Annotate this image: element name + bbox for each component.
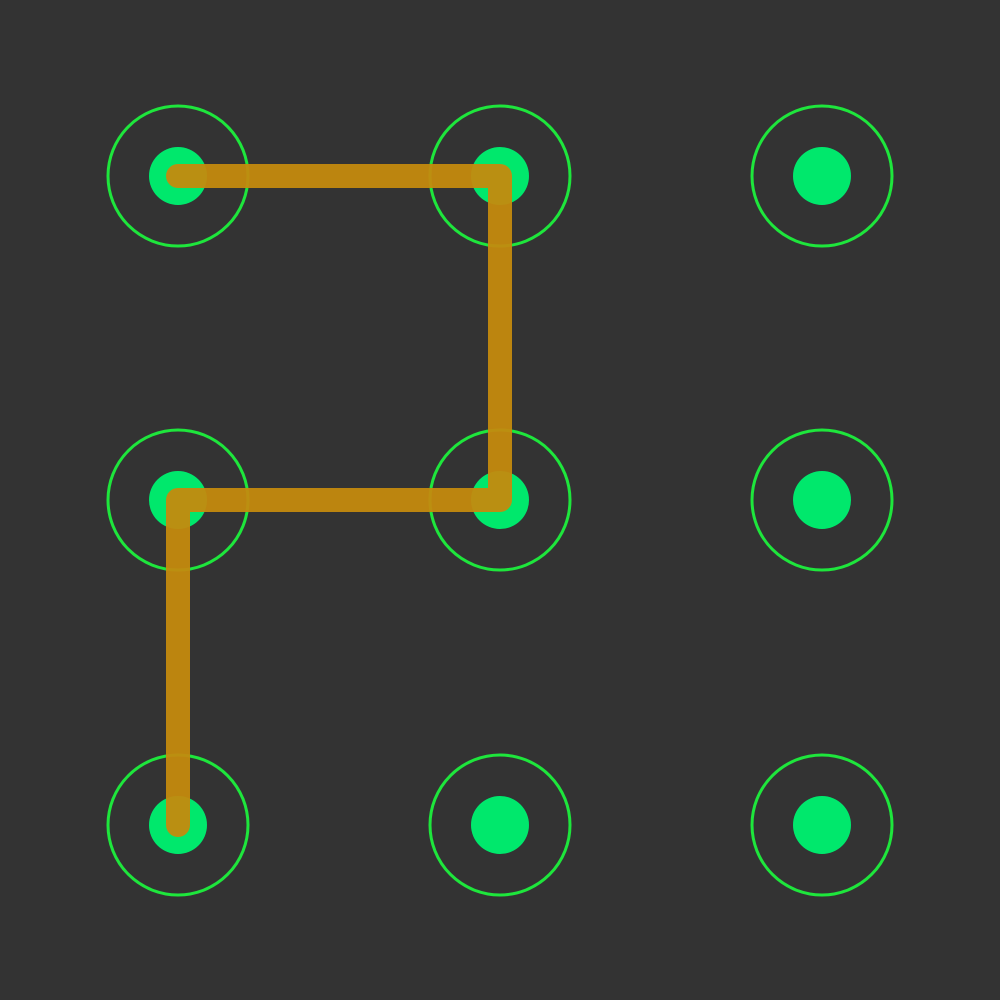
pattern-node-ring-3[interactable] — [750, 104, 894, 248]
pattern-node-dot-8[interactable] — [471, 796, 529, 854]
pattern-path-line — [166, 164, 512, 837]
pattern-path — [166, 164, 512, 837]
pattern-node-dot-6[interactable] — [793, 471, 851, 529]
pattern-node-dot-9[interactable] — [793, 796, 851, 854]
pattern-node-ring-6[interactable] — [750, 428, 894, 572]
pattern-node-ring-9[interactable] — [750, 753, 894, 897]
pattern-node-dot-3[interactable] — [793, 147, 851, 205]
pattern-node-ring-8[interactable] — [428, 753, 572, 897]
